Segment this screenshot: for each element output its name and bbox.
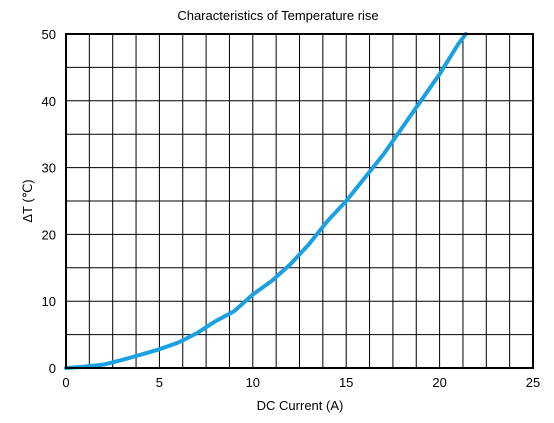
y-tick-labels: 0 10 20 30 40 50 — [42, 27, 56, 376]
y-tick-label: 50 — [42, 27, 56, 42]
y-tick-label: 10 — [42, 294, 56, 309]
plot-frame — [65, 33, 534, 369]
y-tick-label: 20 — [42, 227, 56, 242]
y-tick-label: 40 — [42, 94, 56, 109]
series-layer — [64, 32, 468, 370]
series-line — [64, 32, 468, 370]
x-tick-label: 10 — [246, 375, 260, 390]
y-tick-label: 30 — [42, 161, 56, 176]
x-axis-label: DC Current (A) — [257, 398, 344, 413]
x-tick-label: 5 — [156, 375, 163, 390]
y-axis-label: ΔT (℃) — [20, 179, 35, 222]
grid — [65, 33, 534, 369]
chart-title: Characteristics of Temperature rise — [177, 8, 378, 23]
x-tick-label: 25 — [526, 375, 540, 390]
x-tick-labels: 0 5 10 15 20 25 — [62, 375, 540, 390]
y-tick-label: 0 — [49, 361, 56, 376]
x-tick-label: 15 — [339, 375, 353, 390]
x-tick-label: 0 — [62, 375, 69, 390]
x-tick-label: 20 — [432, 375, 446, 390]
